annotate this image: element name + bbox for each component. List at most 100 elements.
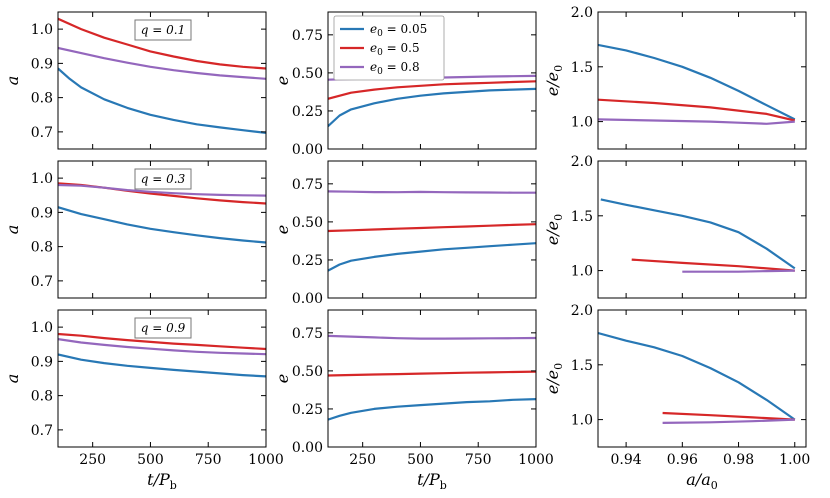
series-line-a_q03-2 [58,183,266,197]
series-line-ee0_q03-2 [682,269,795,273]
y-axis-label-a_q09: a [3,374,22,384]
axes-frame-a_q09 [57,309,267,448]
panel-e_q01: 0.00 0.25 0.50 0.75 e e0 = 0.05 e0 = 0.5 e0 = 0… [273,11,537,158]
series-line-a_q09-2 [58,338,266,356]
x-tick-label-e_q09-1: 500 [407,452,434,468]
series-line-a_q01-0 [58,67,266,134]
y-axis-label-a_q03: a [3,225,22,235]
q-annotation-text-a_q09: q = 0.9 [141,321,186,335]
y-axis-label-e_q01: e [273,76,292,85]
series-line-e_q03-0 [328,242,536,272]
series-line-ee0_q03-0 [600,198,796,270]
axes-frame-e_q01 [327,11,537,150]
y-tick-label-a_q09-1: 0.8 [31,389,53,405]
series-line-ee0_q01-1 [598,98,796,122]
y-axis-label-e_q03: e [273,225,292,234]
axes-frame-ee0_q01 [597,11,807,150]
y-tick-label-e_q09-3: 0.75 [292,326,323,342]
series-line-e_q09-1 [328,370,536,377]
panel-ee0_q09: 0.94 0.96 0.98 1.00 1.0 1.5 2.0 e/e0 a/a0 [543,303,810,492]
y-tick-label-e_q03-0: 0.00 [292,291,323,307]
x-tick-label-e_q09-2: 750 [465,452,492,468]
y-tick-label-a_q01-0: 0.7 [31,125,53,141]
axes-frame-a_q01 [57,11,267,150]
y-tick-label-e_q03-2: 0.50 [292,215,323,231]
x-tick-label-ee0_q09-2: 0.98 [723,452,754,468]
series-line-a_q09-1 [58,332,266,351]
y-tick-label-e_q09-2: 0.50 [292,364,323,380]
y-tick-label-ee0_q09-1: 1.5 [571,358,593,374]
panel-a_q09: 250 500 750 1000 0.7 0.8 0.9 1.0 a t/Pb q = 0.9 [3,309,284,492]
y-tick-label-a_q09-0: 0.7 [31,423,53,439]
y-tick-label-a_q09-3: 1.0 [31,320,53,336]
q-annotation-box-a_q03 [134,168,192,190]
y-tick-label-a_q09-2: 0.9 [31,354,53,370]
y-axis-label-ee0_q09: e/e0 [543,363,565,394]
panel-e_q03: 0.00 0.25 0.50 0.75 e [273,160,537,307]
series-line-e_q03-2 [328,190,536,194]
axes-frame-a_q03 [57,160,267,299]
legend-box [333,15,445,81]
y-tick-label-ee0_q09-2: 2.0 [571,303,593,319]
axes-frame-e_q09 [327,309,537,448]
y-tick-label-e_q03-3: 0.75 [292,177,323,193]
y-tick-label-e_q09-1: 0.25 [292,402,323,418]
y-axis-label-ee0_q03: e/e0 [543,214,565,245]
x-tick-label-a_q09-2: 750 [195,452,222,468]
series-line-a_q01-1 [58,17,266,70]
legend-label-2: e0 = 0.8 [370,60,420,77]
axes-frame-ee0_q09 [597,309,807,448]
y-tick-label-a_q03-3: 1.0 [31,171,53,187]
x-axis-label-a_q09: t/Pb [147,470,177,492]
panel-ee0_q01: 1.0 1.5 2.0 e/e0 [543,5,807,150]
axes-frame-e_q03 [327,160,537,299]
series-line-e_q01-0 [328,87,536,128]
panel-ee0_q03: 1.0 1.5 2.0 e/e0 [543,154,807,299]
series-line-a_q03-0 [58,206,266,244]
series-line-e_q03-1 [328,223,536,233]
series-line-e_q01-1 [328,80,536,100]
y-tick-label-ee0_q03-2: 2.0 [571,154,593,170]
x-axis-label-e_q09: t/Pb [417,470,447,492]
x-tick-label-ee0_q09-1: 0.96 [667,452,698,468]
y-axis-label-e_q09: e [273,374,292,383]
series-line-ee0_q01-0 [598,43,796,121]
y-tick-label-ee0_q09-0: 1.0 [571,413,593,429]
x-tick-label-a_q09-3: 1000 [248,452,284,468]
q-annotation-box-a_q09 [134,317,192,339]
y-tick-label-e_q01-2: 0.50 [292,66,323,82]
y-axis-label-a_q01: a [3,76,22,86]
series-line-ee0_q09-0 [598,331,796,421]
series-line-ee0_q03-1 [631,258,795,272]
legend-label-1: e0 = 0.5 [370,41,420,58]
panel-a_q03: 0.7 0.8 0.9 1.0 a q = 0.3 [3,160,267,299]
y-tick-label-a_q03-0: 0.7 [31,274,53,290]
axes-frame-ee0_q03 [597,160,807,299]
series-line-ee0_q01-2 [598,118,795,125]
series-line-e_q09-0 [328,398,536,421]
x-tick-label-ee0_q09-3: 1.00 [779,452,810,468]
y-tick-label-a_q01-3: 1.0 [31,22,53,38]
series-line-a_q09-0 [58,353,266,378]
series-line-a_q01-2 [58,46,266,80]
legend-label-0: e0 = 0.05 [370,22,427,39]
y-tick-label-e_q01-0: 0.00 [292,142,323,158]
y-tick-label-a_q03-1: 0.8 [31,240,53,256]
y-tick-label-ee0_q01-2: 2.0 [571,5,593,21]
y-tick-label-a_q01-1: 0.8 [31,91,53,107]
panel-a_q01: 0.7 0.8 0.9 1.0 a q = 0.1 [3,11,267,150]
y-tick-label-a_q01-2: 0.9 [31,56,53,72]
x-tick-label-a_q09-0: 250 [79,452,106,468]
y-tick-label-ee0_q03-1: 1.5 [571,209,593,225]
series-line-ee0_q09-1 [662,411,795,421]
x-tick-label-e_q09-3: 1000 [518,452,554,468]
x-tick-label-a_q09-1: 500 [137,452,164,468]
y-tick-label-ee0_q01-1: 1.5 [571,60,593,76]
series-line-e_q09-2 [328,334,536,340]
y-tick-label-ee0_q03-0: 1.0 [571,264,593,280]
y-tick-label-e_q03-1: 0.25 [292,253,323,269]
y-tick-label-e_q01-3: 0.75 [292,28,323,44]
q-annotation-text-a_q01: q = 0.1 [141,23,185,37]
q-annotation-text-a_q03: q = 0.3 [141,172,186,186]
